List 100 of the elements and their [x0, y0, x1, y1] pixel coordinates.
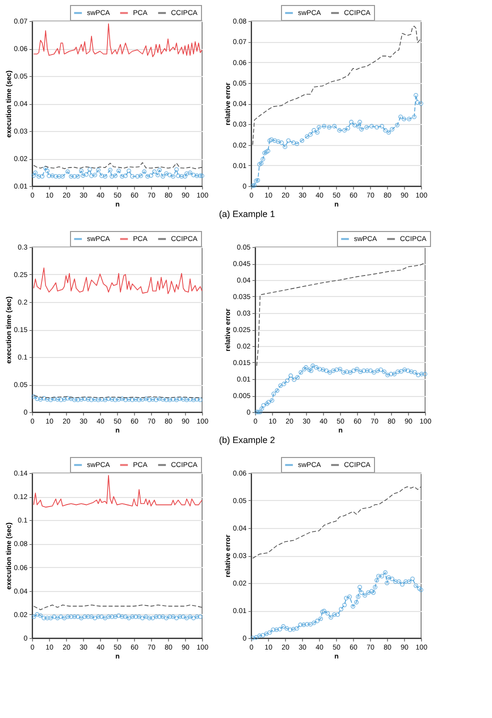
point	[285, 378, 290, 383]
line-series	[252, 26, 422, 146]
point	[284, 626, 289, 631]
point	[260, 156, 266, 162]
point	[330, 368, 336, 374]
point	[393, 579, 398, 584]
point	[341, 370, 346, 375]
point	[402, 367, 407, 372]
point	[409, 369, 414, 374]
point	[256, 178, 260, 182]
point	[338, 366, 342, 372]
point	[410, 576, 415, 582]
point	[262, 150, 267, 156]
point	[270, 398, 274, 403]
point	[396, 369, 400, 374]
point	[270, 627, 276, 632]
point	[418, 101, 424, 106]
point	[257, 634, 262, 638]
point	[271, 392, 276, 396]
point	[400, 582, 405, 587]
point	[250, 636, 255, 640]
point	[415, 100, 420, 105]
point	[278, 626, 282, 632]
point	[320, 367, 326, 372]
point	[267, 138, 272, 143]
point	[315, 130, 320, 135]
point	[372, 370, 376, 375]
point	[308, 132, 313, 137]
point	[386, 130, 391, 135]
line-series	[33, 474, 202, 508]
point	[366, 590, 371, 595]
point	[291, 140, 296, 145]
point	[362, 368, 366, 374]
point	[383, 570, 388, 575]
point	[351, 368, 356, 374]
point	[380, 124, 384, 128]
point	[294, 626, 300, 631]
point	[298, 622, 303, 628]
point	[300, 138, 304, 143]
point	[310, 364, 316, 368]
point	[254, 410, 259, 414]
point	[398, 369, 404, 374]
point	[390, 127, 394, 132]
point	[406, 116, 412, 122]
point	[274, 627, 279, 632]
point	[369, 588, 374, 594]
point	[406, 579, 412, 584]
point	[368, 368, 373, 374]
point	[264, 632, 269, 636]
point	[388, 372, 394, 376]
point	[419, 372, 424, 376]
point	[356, 594, 360, 600]
point	[344, 369, 350, 374]
point	[264, 401, 270, 406]
point	[266, 400, 271, 404]
point	[422, 372, 428, 376]
point	[267, 630, 272, 635]
point	[322, 124, 326, 128]
point	[416, 372, 420, 378]
point	[364, 124, 369, 130]
point	[337, 128, 342, 133]
point	[252, 183, 257, 188]
point	[394, 122, 400, 128]
point	[414, 92, 418, 98]
line-series	[252, 486, 422, 559]
point	[326, 124, 332, 130]
point	[314, 365, 318, 370]
point	[398, 114, 403, 120]
point	[260, 632, 266, 638]
point	[304, 134, 310, 139]
line-series	[33, 268, 202, 294]
point	[312, 620, 316, 626]
point	[332, 612, 337, 617]
point	[282, 382, 286, 386]
point	[291, 626, 296, 632]
point	[316, 124, 322, 130]
point	[342, 602, 347, 608]
point	[358, 369, 363, 374]
point	[288, 627, 292, 632]
point	[282, 144, 288, 150]
point	[334, 367, 339, 372]
line-series	[33, 23, 202, 58]
point	[286, 138, 291, 143]
point	[312, 128, 316, 133]
point	[254, 178, 258, 184]
point	[350, 604, 356, 609]
point	[318, 616, 323, 622]
point	[328, 615, 334, 620]
point	[294, 141, 300, 146]
point	[278, 383, 283, 388]
point	[254, 635, 258, 640]
point	[250, 184, 255, 188]
point	[269, 137, 274, 142]
point	[279, 140, 284, 145]
point	[348, 370, 352, 375]
point	[372, 584, 378, 590]
point	[349, 120, 354, 124]
point	[375, 368, 380, 374]
point	[414, 583, 418, 588]
text: (a) Example 1	[218, 209, 276, 219]
